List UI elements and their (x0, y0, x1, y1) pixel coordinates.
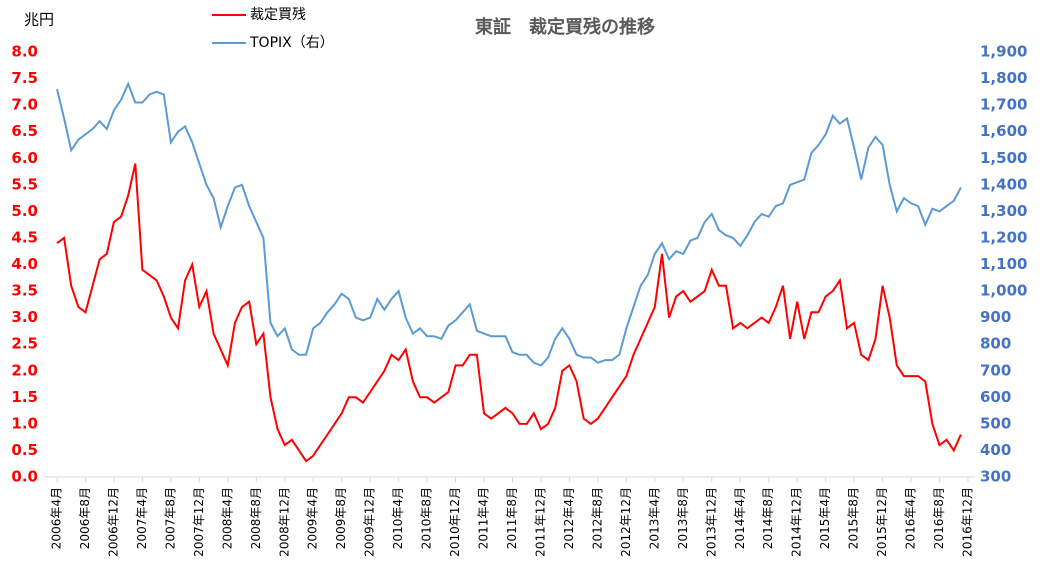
y2-tick-label: 1,600 (980, 122, 1027, 140)
x-tick-label: 2014年8月 (761, 487, 775, 549)
y2-tick-label: 600 (980, 388, 1011, 406)
x-tick-label: 2008年8月 (249, 487, 263, 549)
y-tick-label: 4.0 (11, 255, 38, 273)
y-tick-label: 1.0 (11, 414, 38, 432)
x-tick-label: 2013年8月 (676, 487, 690, 549)
legend-label: TOPIX（右） (249, 35, 334, 51)
chart-title: 東証 裁定買残の推移 (475, 16, 655, 38)
x-tick-label: 2015年8月 (847, 487, 861, 549)
x-tick-label: 2007年12月 (192, 487, 206, 557)
y-tick-label: 3.0 (11, 308, 38, 326)
y-tick-label: 7.0 (11, 96, 38, 114)
x-tick-label: 2015年4月 (818, 487, 832, 549)
x-tick-label: 2006年12月 (106, 487, 120, 557)
y2-tick-label: 500 (980, 414, 1011, 432)
y2-tick-label: 1,400 (980, 175, 1027, 193)
x-tick-label: 2009年4月 (306, 487, 320, 549)
series-line (56, 163, 962, 463)
x-tick-label: 2007年4月 (135, 487, 149, 549)
y2-tick-label: 1,800 (980, 69, 1027, 87)
y2-tick-label: 1,300 (980, 202, 1027, 220)
x-tick-label: 2009年8月 (334, 487, 348, 549)
y2-tick-label: 1,900 (980, 43, 1027, 61)
x-tick-label: 2009年12月 (363, 487, 377, 557)
x-tick-label: 2011年4月 (477, 487, 491, 549)
y-tick-label: 1.5 (11, 388, 38, 406)
x-tick-label: 2016年12月 (961, 487, 975, 557)
y-tick-label: 6.0 (11, 149, 38, 167)
series-line (56, 81, 962, 367)
y2-tick-label: 1,100 (980, 255, 1027, 273)
x-tick-label: 2012年4月 (562, 487, 576, 549)
y2-tick-label: 800 (980, 335, 1011, 353)
y-tick-label: 2.5 (11, 335, 38, 353)
x-tick-label: 2014年4月 (733, 487, 747, 549)
y2-tick-label: 700 (980, 361, 1011, 379)
y-tick-label: 4.5 (11, 228, 38, 246)
y2-tick-label: 1,700 (980, 96, 1027, 114)
y-tick-label: 0.5 (11, 441, 38, 459)
y-axis-unit: 兆円 (24, 11, 54, 29)
x-tick-label: 2014年12月 (790, 487, 804, 557)
x-tick-label: 2016年4月 (904, 487, 918, 549)
x-tick-label: 2015年12月 (875, 487, 889, 557)
y-tick-label: 5.0 (11, 202, 38, 220)
x-tick-label: 2007年8月 (163, 487, 177, 549)
x-tick-label: 2008年4月 (220, 487, 234, 549)
y2-tick-label: 1,200 (980, 228, 1027, 246)
x-tick-label: 2010年8月 (420, 487, 434, 549)
y-tick-label: 5.5 (11, 175, 38, 193)
x-tick-label: 2006年4月 (50, 487, 64, 549)
x-tick-label: 2008年12月 (277, 487, 291, 557)
x-tick-label: 2013年4月 (647, 487, 661, 549)
y-tick-label: 7.5 (11, 69, 38, 87)
x-tick-label: 2011年12月 (533, 487, 547, 557)
x-tick-label: 2016年8月 (932, 487, 946, 549)
y2-tick-label: 900 (980, 308, 1011, 326)
y2-tick-label: 1,000 (980, 282, 1027, 300)
legend-label: 裁定買残 (250, 7, 306, 23)
y-tick-label: 8.0 (11, 43, 38, 61)
x-tick-label: 2010年4月 (391, 487, 405, 549)
x-tick-label: 2011年8月 (505, 487, 519, 549)
y-tick-label: 0.0 (11, 468, 38, 486)
y-tick-label: 3.5 (11, 282, 38, 300)
x-tick-label: 2012年8月 (590, 487, 604, 549)
y2-tick-label: 1,500 (980, 149, 1027, 167)
y-tick-label: 2.0 (11, 361, 38, 379)
y-tick-label: 6.5 (11, 122, 38, 140)
y2-tick-label: 300 (980, 468, 1011, 486)
y2-tick-label: 400 (980, 441, 1011, 459)
x-tick-label: 2010年12月 (448, 487, 462, 557)
x-tick-label: 2013年12月 (704, 487, 718, 557)
x-tick-label: 2012年12月 (619, 487, 633, 557)
x-tick-label: 2006年8月 (78, 487, 92, 549)
